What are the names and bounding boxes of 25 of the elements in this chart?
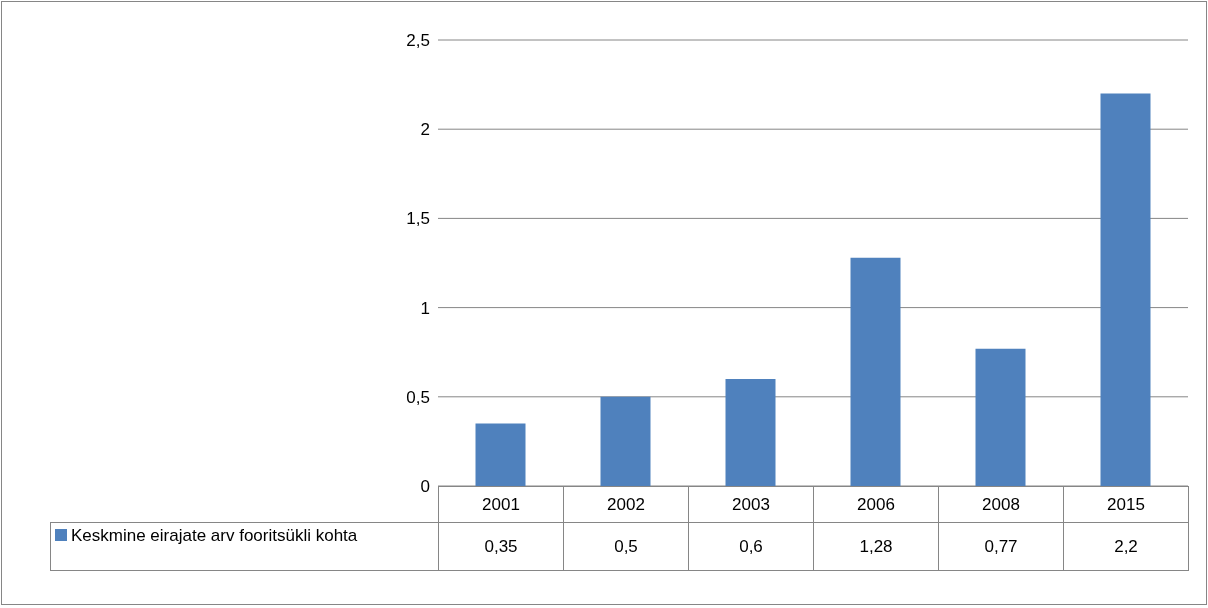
data-label: 0,5: [563, 522, 689, 571]
bar: [1100, 93, 1151, 486]
x-tick-label: 2006: [813, 486, 939, 523]
bar: [850, 257, 901, 486]
data-label: 0,6: [688, 522, 814, 571]
x-tick-label: 2001: [438, 486, 564, 523]
data-label: 1,28: [813, 522, 939, 571]
bar: [600, 396, 651, 486]
bar: [475, 423, 526, 486]
legend-label: Keskmine eirajate arv fooritsükli kohta: [71, 526, 358, 545]
data-label: 0,35: [438, 522, 564, 571]
x-tick-label: 2002: [563, 486, 689, 523]
y-tick-label: 1,5: [406, 209, 430, 229]
x-tick-label: 2015: [1063, 486, 1189, 523]
x-tick-label: 2008: [938, 486, 1064, 523]
y-tick-label: 2,5: [406, 31, 430, 51]
x-tick-label: 2003: [688, 486, 814, 523]
y-tick-label: 0,5: [406, 387, 430, 407]
y-tick-label: 1: [420, 298, 430, 318]
data-label: 0,77: [938, 522, 1064, 571]
bar: [975, 348, 1026, 486]
data-label: 2,2: [1063, 522, 1189, 571]
bar: [725, 378, 776, 486]
y-tick-label: 0: [420, 477, 430, 497]
y-tick-label: 2: [420, 120, 430, 140]
